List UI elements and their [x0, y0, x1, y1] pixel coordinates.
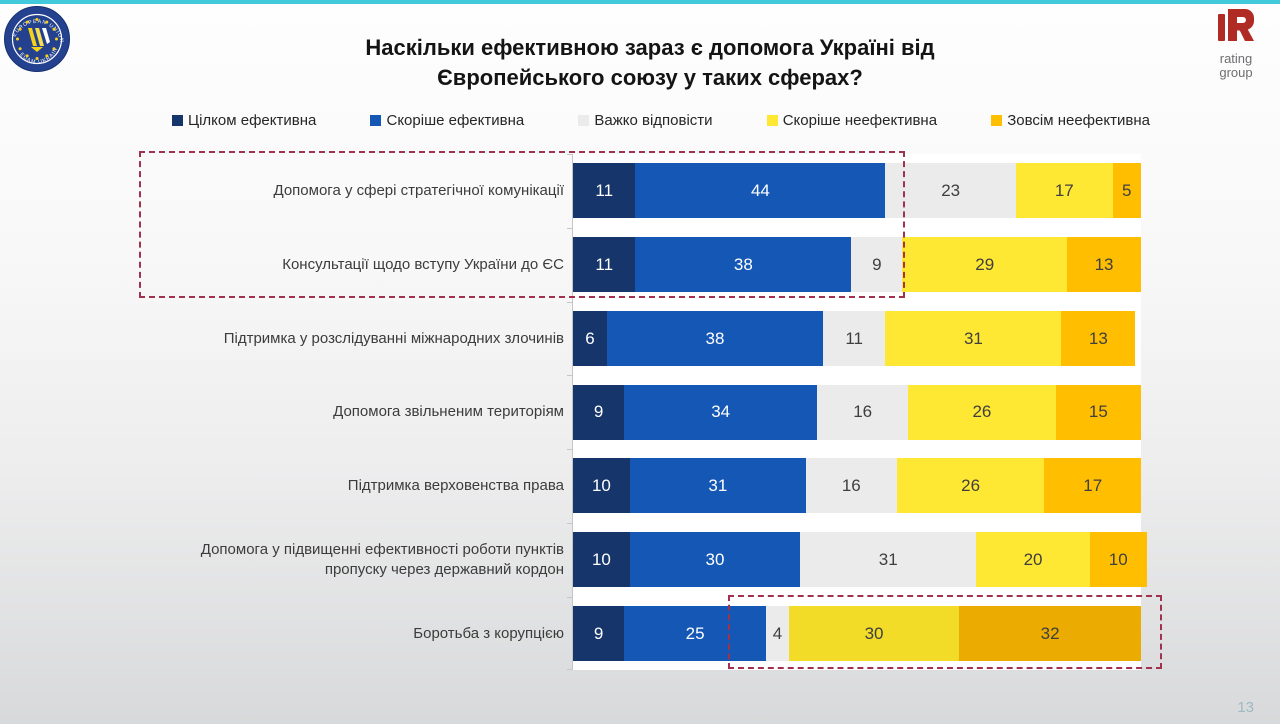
bar-segment: 38	[635, 237, 852, 292]
bar-segment: 17	[1016, 163, 1113, 218]
bar-segment: 31	[885, 311, 1062, 366]
legend: Цілком ефективна Скоріше ефективна Важко в…	[172, 112, 1150, 129]
bar-segment: 10	[1089, 532, 1147, 587]
bar-segment: 16	[817, 384, 909, 440]
bar-segment: 16	[805, 458, 897, 513]
euam-ukraine-logo: EUROPEAN UNION EUAM UKRAINE	[2, 2, 70, 72]
bar-segment: 20	[976, 532, 1090, 587]
axis-tick	[567, 301, 573, 303]
bar-segment: 44	[635, 163, 886, 218]
bar-row: 11 38 9 29 13	[573, 237, 1141, 292]
axis-tick	[567, 522, 573, 524]
axis-line	[572, 154, 573, 670]
chart-title: Наскільки ефективною зараз є допомога Ук…	[365, 35, 935, 90]
bar-segment: 10	[573, 458, 630, 513]
bar-row: 10 30 31 20 10	[573, 532, 1147, 587]
axis-tick	[567, 596, 573, 598]
bar-segment: 38	[607, 311, 823, 366]
bar-segment: 13	[1061, 311, 1136, 366]
category-label: Допомога у сфері стратегічної комунікаці…	[273, 181, 564, 199]
category-label: Допомога звільненим територіям	[333, 403, 564, 421]
axis-tick	[567, 448, 573, 450]
legend-item: Зовсім неефективна	[991, 112, 1150, 129]
bar-row: 9 25 4 30 32	[573, 606, 1141, 661]
axis-tick	[567, 154, 573, 155]
legend-item: Скоріше ефективна	[370, 112, 524, 129]
bar-segment: 11	[822, 311, 886, 366]
category-label: Підтримка верховенства права	[347, 476, 564, 494]
bar-row: 9 34 16 26 15	[573, 384, 1141, 440]
category-label: Боротьба з корупцією	[413, 624, 564, 642]
bar-segment: 34	[624, 384, 818, 440]
bar-segment: 30	[629, 532, 801, 587]
euam-badge-icon: EUROPEAN UNION EUAM UKRAINE	[2, 2, 70, 72]
page-number: 13	[1237, 699, 1254, 716]
bar-row: 6 38 11 31 13	[573, 311, 1136, 366]
bar-segment: 31	[800, 532, 977, 587]
legend-swatch	[766, 115, 778, 126]
legend-label: Скоріше неефективна	[782, 112, 938, 129]
rating-group-wordmark: rating group	[1205, 51, 1267, 81]
legend-swatch	[578, 115, 590, 126]
rating-group-icon	[1218, 9, 1254, 41]
category-label: Консультації щодо вступу України до ЄС	[282, 255, 564, 273]
bar-segment: 23	[885, 163, 1016, 218]
bar-segment: 11	[573, 237, 636, 292]
euam-emblem	[28, 28, 50, 52]
bar-segment: 13	[1067, 237, 1141, 292]
category-label: Підтримка у розслідуванні міжнародних зл…	[223, 329, 564, 347]
axis-tick	[567, 375, 573, 376]
highlight-box-row-7	[728, 595, 1162, 669]
bar-segment: 9	[851, 237, 903, 292]
rating-word: rating	[1219, 51, 1253, 66]
legend-swatch	[172, 115, 183, 126]
legend-swatch	[991, 115, 1003, 126]
legend-item: Скоріше неефективна	[766, 112, 938, 129]
category-label: Допомога у підвищенні ефективності робот…	[200, 541, 564, 578]
bar-segment: 30	[788, 606, 960, 661]
bar-segment: 25	[624, 606, 767, 661]
bar-segment: 5	[1112, 163, 1141, 218]
group-word: group	[1219, 65, 1253, 81]
axis-tick	[567, 669, 573, 670]
bar-segment: 9	[573, 384, 625, 440]
bar-segment: 26	[908, 384, 1056, 440]
bar-segment: 15	[1055, 384, 1141, 440]
bar-segment: 29	[902, 237, 1068, 292]
bar-segment: 4	[766, 606, 789, 661]
rating-group-logo: rating group	[1205, 6, 1267, 81]
bar-segment: 31	[629, 458, 806, 513]
bar-segment: 17	[1044, 458, 1141, 513]
bar-segment: 9	[573, 606, 625, 661]
bar-row: 10 31 16 26 17	[573, 458, 1141, 513]
bar-segment: 10	[573, 532, 630, 587]
legend-item: Цілком ефективна	[172, 112, 316, 129]
legend-item: Важко відповісти	[578, 112, 713, 129]
bar-segment: 32	[959, 606, 1141, 661]
legend-swatch	[370, 115, 382, 126]
euam-stars	[16, 18, 58, 60]
bar-segment: 11	[573, 163, 636, 218]
highlight-box-rows-1-2	[139, 151, 905, 298]
legend-label: Цілком ефективна	[188, 112, 317, 129]
legend-label: Зовсім неефективна	[1007, 112, 1150, 129]
top-accent-strip	[0, 0, 1280, 4]
bar-row: 11 44 23 17 5	[573, 163, 1141, 218]
axis-tick	[567, 227, 573, 229]
bar-segment: 26	[896, 458, 1045, 513]
bar-segment: 6	[573, 311, 608, 366]
legend-label: Скоріше ефективна	[386, 112, 525, 129]
legend-label: Важко відповісти	[594, 112, 713, 129]
